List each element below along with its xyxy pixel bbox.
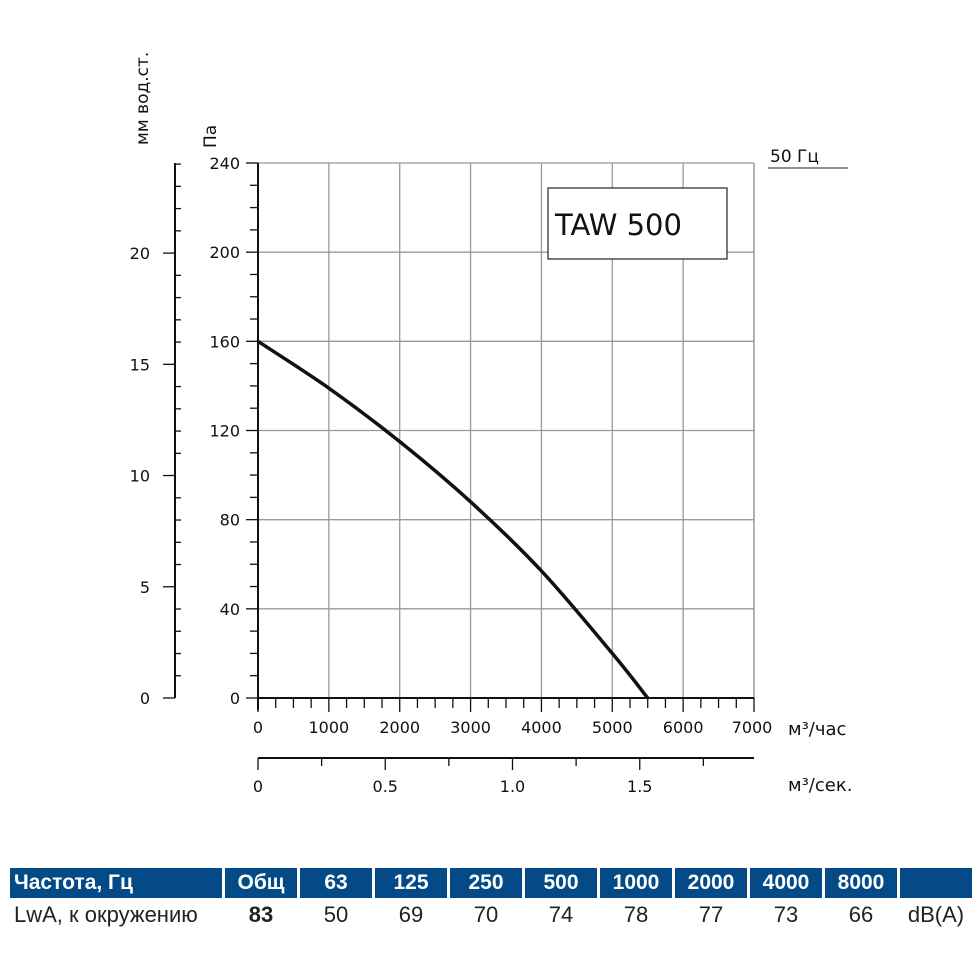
table-cell: dB(A) — [907, 902, 965, 927]
y2-tick-label: 10 — [130, 467, 150, 486]
y-tick-label: 120 — [209, 422, 240, 441]
fan-chart: 0 1000 2000 3000 4000 5000 6000 700004080120160… — [130, 52, 853, 796]
table-header-cell: 4000 — [750, 868, 822, 898]
table-header-cell: Общ — [225, 868, 297, 898]
table-cell: 77 — [698, 902, 724, 927]
table-cell: 83 — [248, 902, 274, 927]
table-row: LwA, к окружению 83 50 69 70 74 78 77 73 66 dB(A) — [10, 899, 975, 931]
model-box — [547, 187, 728, 260]
y2-axis-label: мм вод.ст. — [133, 52, 153, 145]
table-header-cell: 500 — [525, 868, 597, 898]
x2-tick-label: 0.5 — [373, 777, 398, 796]
x-tick-label: 1000 — [308, 718, 349, 737]
table-cell: 50 — [323, 902, 349, 927]
table-header-cell — [900, 868, 972, 898]
x-tick-label: 5000 — [592, 718, 633, 737]
x-axis-label: м³/час — [788, 719, 846, 740]
fan-curve-line — [257, 339, 650, 700]
table-cell: 70 — [473, 902, 499, 927]
sound-power-table: Частота, Гц Общ 63 125 250 500 1000 2000 4000 800… — [10, 867, 975, 931]
y2-tick-label: 20 — [130, 244, 150, 263]
table-cell: 78 — [623, 902, 649, 927]
x2-axis-label: м³/сек. — [788, 775, 852, 796]
table-header-cell: 8000 — [825, 868, 897, 898]
x2-tick-label: 1.5 — [627, 777, 652, 796]
x-tick-label: 3000 — [450, 718, 491, 737]
table-header-cell: 2000 — [675, 868, 747, 898]
x-tick-label: 6000 — [663, 718, 704, 737]
y-tick-label: 0 — [230, 689, 240, 708]
y2-tick-label: 5 — [140, 578, 150, 597]
model-title: TAW 500 — [554, 208, 682, 242]
x-tick-label: 4000 — [521, 718, 562, 737]
y-tick-label: 160 — [209, 332, 240, 351]
x-tick-label: 2000 — [379, 718, 420, 737]
y-axis-label: Па — [201, 125, 221, 148]
table-cell: 74 — [548, 902, 574, 927]
y-tick-label: 200 — [209, 243, 240, 262]
table-header-cell: 125 — [375, 868, 447, 898]
table-cell: 73 — [773, 902, 799, 927]
table-header-cell: 1000 — [600, 868, 672, 898]
x-tick-label: 0 — [253, 718, 263, 737]
y-tick-label: 240 — [209, 154, 240, 173]
x-tick-label: 7000 — [732, 718, 773, 737]
table-header-row: Частота, Гц Общ 63 125 250 500 1000 2000 4000 800… — [10, 867, 975, 899]
y2-tick-label: 15 — [130, 355, 150, 374]
table-cell: 69 — [398, 902, 424, 927]
table-cell: 66 — [848, 902, 874, 927]
y-tick-label: 80 — [220, 511, 240, 530]
y2-tick-label: 0 — [140, 689, 150, 708]
table-header-cell: 63 — [300, 868, 372, 898]
frequency-label: 50 Гц — [770, 147, 819, 167]
table-cell: LwA, к окружению — [14, 902, 198, 927]
table-header-cell: 250 — [450, 868, 522, 898]
x2-tick-label: 1.0 — [500, 777, 525, 796]
table-header-cell: Частота, Гц — [10, 868, 222, 898]
y-tick-label: 40 — [220, 600, 240, 619]
x2-tick-label: 0 — [253, 777, 263, 796]
